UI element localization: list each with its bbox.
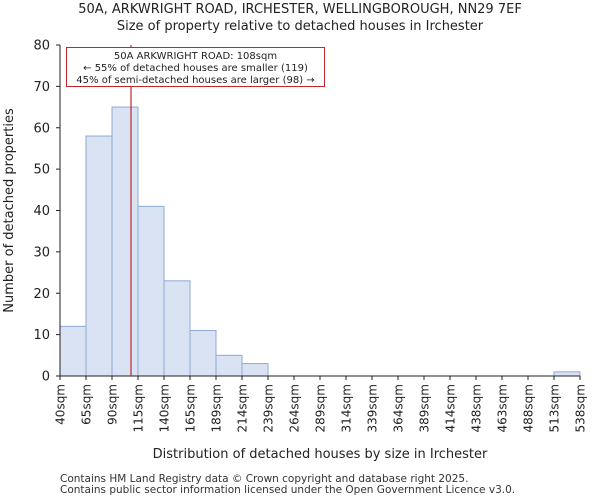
y-tick-label-80: 80 [33,39,50,54]
footer-copyright: Contains HM Land Registry data © Crown c… [60,473,469,485]
x-tick-label-314sqm: 314sqm [340,384,354,432]
y-tick-label-40: 40 [33,204,50,219]
y-tick-label-70: 70 [33,80,50,95]
x-tick-label-40sqm: 40sqm [54,384,68,425]
annotation-larger-share: 45% of semi-detached houses are larger (… [76,75,315,86]
histogram-bar-90sqm [111,106,139,377]
histogram-bar-115sqm [137,205,165,377]
x-tick-label-214sqm: 214sqm [236,384,250,432]
x-tick-label-239sqm: 239sqm [262,384,276,432]
annotation-property-size: 50A ARKWRIGHT ROAD: 108sqm [113,51,278,62]
x-tick-label-90sqm: 90sqm [106,384,120,425]
footer-licence: Contains public sector information licen… [60,484,516,496]
x-tick-label-513sqm: 513sqm [548,384,562,432]
y-tick-label-60: 60 [33,121,50,136]
histogram-bar-140sqm [163,280,191,377]
x-axis-label: Distribution of detached houses by size … [153,447,488,462]
histogram-bar-189sqm [215,354,243,377]
x-tick-label-140sqm: 140sqm [158,384,172,432]
y-tick-label-30: 30 [33,245,50,260]
histogram-bar-513sqm [553,371,581,377]
chart-title-address: 50A, ARKWRIGHT ROAD, IRCHESTER, WELLINGB… [78,2,522,17]
x-tick-label-364sqm: 364sqm [392,384,406,432]
y-tick-label-0: 0 [42,370,50,385]
x-tick-label-65sqm: 65sqm [80,384,94,425]
annotation-smaller-share: ← 55% of detached houses are smaller (11… [83,63,308,74]
chart-title-subtitle: Size of property relative to detached ho… [116,19,484,34]
histogram-bar-165sqm [189,329,217,377]
y-axis-label: Number of detached properties [2,108,17,313]
x-tick-label-264sqm: 264sqm [288,384,302,432]
x-tick-label-165sqm: 165sqm [184,384,198,432]
x-tick-label-289sqm: 289sqm [314,384,328,432]
x-tick-label-488sqm: 488sqm [522,384,536,432]
x-tick-label-389sqm: 389sqm [418,384,432,432]
y-tick-label-50: 50 [33,163,50,178]
x-tick-label-115sqm: 115sqm [132,384,146,432]
y-tick-label-20: 20 [33,287,50,302]
x-tick-label-463sqm: 463sqm [496,384,510,432]
x-tick-label-538sqm: 538sqm [574,384,588,432]
y-tick-label-10: 10 [33,328,50,343]
histogram-bar-65sqm [85,135,113,377]
x-tick-label-189sqm: 189sqm [210,384,224,432]
x-tick-label-414sqm: 414sqm [444,384,458,432]
x-tick-label-339sqm: 339sqm [366,384,380,432]
marker-annotation-box: 50A ARKWRIGHT ROAD: 108sqm ← 55% of deta… [66,47,325,87]
x-tick-label-438sqm: 438sqm [470,384,484,432]
histogram-bar-214sqm [241,363,269,377]
histogram-bar-40sqm [59,325,87,377]
